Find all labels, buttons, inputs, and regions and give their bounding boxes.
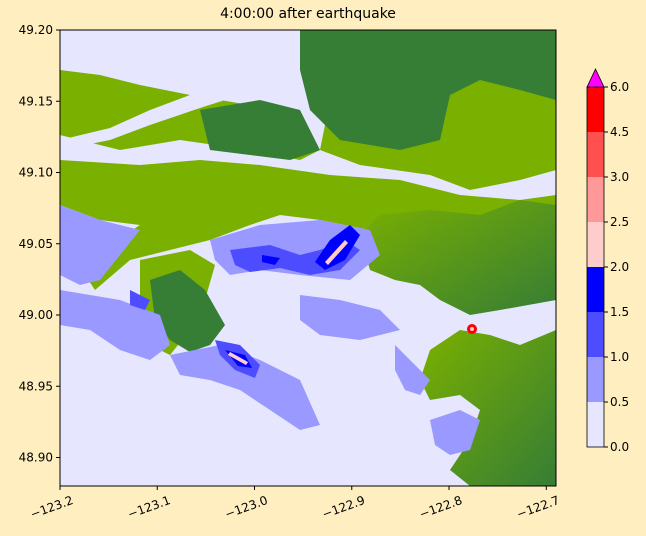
colorbar-tick-label: 4.5	[610, 125, 629, 139]
colorbar-extend-arrow	[586, 68, 605, 88]
fraser-river	[60, 55, 345, 150]
y-axis: 48.90 48.95 49.00 49.05 49.10 49.15 49.20	[19, 23, 60, 465]
x-tick-label: −123.1	[126, 493, 173, 521]
x-tick-label: −123.0	[223, 493, 270, 521]
y-tick-label: 49.00	[19, 308, 53, 322]
y-tick-label: 49.15	[19, 94, 53, 108]
y-tick-label: 49.20	[19, 23, 53, 37]
hotspot	[470, 327, 474, 331]
chart-title: 4:00:00 after earthquake	[220, 6, 396, 22]
colorbar-segment	[587, 357, 604, 402]
colorbar-tick-label: 1.0	[610, 350, 629, 364]
x-axis: −123.2 −123.1 −123.0 −122.9 −122.8 −122.7	[29, 486, 562, 521]
y-tick-label: 48.95	[19, 379, 53, 393]
upland-ridge	[200, 100, 320, 160]
y-tick-label: 49.10	[19, 166, 53, 180]
colorbar-segment	[587, 87, 604, 132]
colorbar-tick-label: 0.0	[610, 440, 629, 454]
colorbar-segment	[587, 132, 604, 177]
colorbar-segment	[587, 222, 604, 267]
colorbar-tick-label: 0.5	[610, 395, 629, 409]
central-lowland	[60, 160, 556, 290]
colorbar-tick-label: 6.0	[610, 80, 629, 94]
x-tick-label: −123.2	[29, 493, 76, 521]
colorbar: 0.0 0.5 1.0 1.5 2.0 2.5 3.0 4.5 6.0	[586, 68, 629, 454]
hotspot-strip	[325, 240, 348, 265]
colorbar-tick-label: 1.5	[610, 305, 629, 319]
southeast-upland	[420, 330, 556, 486]
x-tick-label: −122.9	[320, 493, 367, 521]
north-upland	[300, 30, 556, 150]
colorbar-segment	[587, 177, 604, 222]
y-tick-label: 48.90	[19, 451, 53, 465]
plot-area	[60, 30, 556, 486]
hotspot-strip	[228, 352, 248, 365]
colorbar-segment	[587, 267, 604, 312]
east-upland	[360, 200, 556, 315]
colorbar-tick-label: 2.0	[610, 260, 629, 274]
x-tick-label: −122.8	[418, 493, 465, 521]
colorbar-tick-label: 2.5	[610, 215, 629, 229]
plot-frame	[59, 29, 557, 487]
colorbar-segment	[587, 402, 604, 447]
x-tick-label: −122.7	[515, 493, 562, 521]
y-tick-label: 49.05	[19, 237, 53, 251]
peninsula	[150, 270, 225, 352]
colorbar-tick-label: 3.0	[610, 170, 629, 184]
colorbar-segment	[587, 312, 604, 357]
